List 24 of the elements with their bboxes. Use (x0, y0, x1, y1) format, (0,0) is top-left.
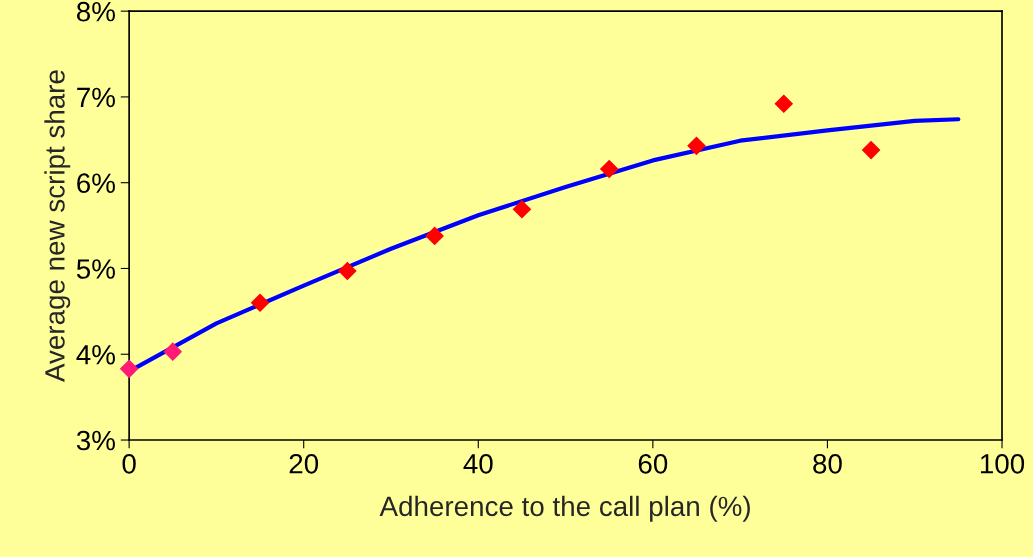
x-tick-label: 0 (122, 453, 136, 474)
y-tick-label: 3% (76, 430, 115, 451)
point (861, 140, 881, 160)
x-tick-label: 80 (813, 453, 842, 474)
point (119, 359, 139, 379)
point (599, 159, 619, 179)
y-tick-label: 7% (77, 87, 115, 108)
x-tick-label: 100 (980, 453, 1025, 474)
y-axis-title: Average new script share (44, 70, 71, 382)
point (687, 136, 706, 156)
y-tick-label: 8% (76, 1, 115, 22)
y-tick-label: 6% (77, 173, 115, 194)
y-tick-label: 4% (76, 345, 115, 365)
x-tick-label: 60 (638, 453, 668, 474)
point (774, 94, 794, 114)
point (338, 261, 357, 281)
point (250, 293, 270, 313)
point (512, 199, 532, 219)
point (163, 342, 183, 361)
y-tick-label: 5% (76, 259, 115, 279)
point (425, 226, 444, 246)
x-axis-title: Adherence to the call plan (%) (379, 495, 750, 522)
x-tick-label: 20 (289, 453, 319, 474)
x-tick-label: 40 (463, 453, 493, 474)
